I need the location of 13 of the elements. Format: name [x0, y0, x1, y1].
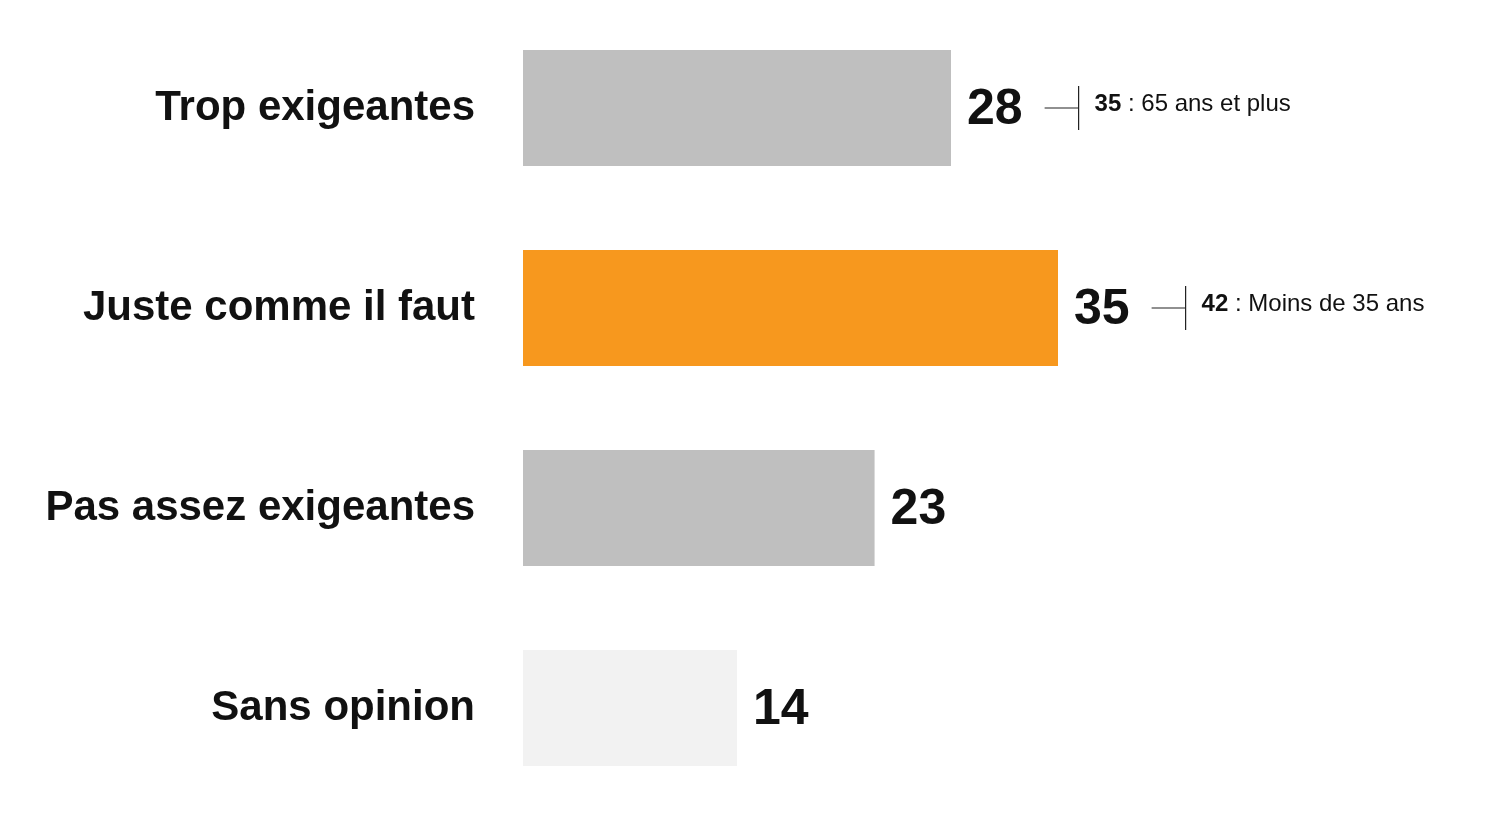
bar	[523, 50, 951, 166]
data-label: 28	[967, 78, 1023, 135]
bar	[523, 250, 1058, 366]
y-tick-label: Sans opinion	[211, 681, 475, 729]
bar	[523, 450, 875, 566]
data-label: 35	[1074, 278, 1130, 335]
text: 35 : 65 ans et plus	[1094, 88, 1291, 116]
y-tick-label: Juste comme il faut	[82, 281, 476, 329]
data-label: 23	[890, 478, 947, 535]
y-tick-label: Trop exigeantes	[155, 81, 475, 129]
data-label: 14	[753, 678, 809, 735]
text: 42 : Moins de 35 ans	[1201, 288, 1425, 316]
y-tick-label: Pas assez exigeantes	[45, 481, 475, 529]
